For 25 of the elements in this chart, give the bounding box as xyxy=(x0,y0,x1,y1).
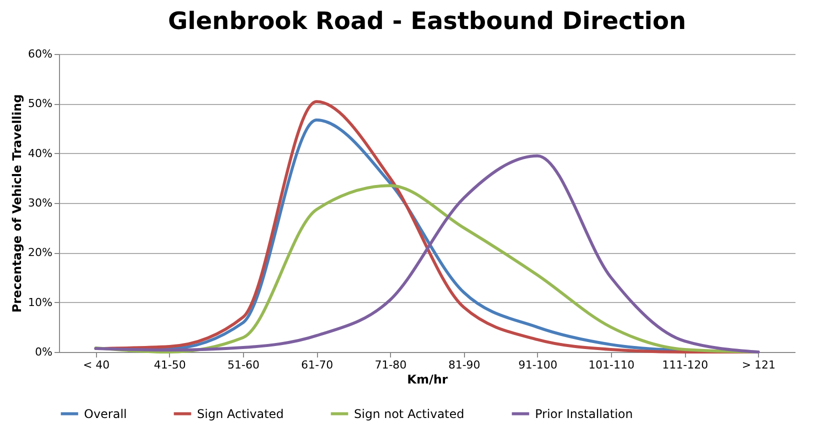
x-tick-label: 41-50 xyxy=(154,358,186,372)
y-tick-label: 10% xyxy=(28,296,52,309)
y-tick-label: 50% xyxy=(28,97,52,110)
x-tick-label: 111-120 xyxy=(662,358,708,372)
x-tick-label: 51-60 xyxy=(228,358,260,372)
legend-label: Sign not Activated xyxy=(354,406,464,421)
x-tick-label: 91-100 xyxy=(518,358,558,372)
y-tick-label: 40% xyxy=(28,146,52,160)
x-tick-label: 101-110 xyxy=(588,358,634,372)
line-series xyxy=(94,154,760,354)
legend-label: Overall xyxy=(84,406,127,421)
x-tick-label: > 121 xyxy=(742,358,776,372)
legend-label: Prior Installation xyxy=(535,406,633,421)
x-tick-label: 71-80 xyxy=(374,358,407,372)
y-axis-title: Precentage of Vehicle Travelling xyxy=(10,94,24,313)
chart-title: Glenbrook Road - Eastbound Direction xyxy=(168,7,686,35)
x-axis-title: Km/hr xyxy=(407,372,448,386)
x-tick-label: < 40 xyxy=(82,358,110,372)
y-tick-label: 60% xyxy=(28,48,52,60)
y-tick-label: 20% xyxy=(28,246,52,260)
y-tick-label: 30% xyxy=(28,196,52,210)
y-tick-label: 0% xyxy=(35,346,52,358)
legend-label: Sign Activated xyxy=(197,406,284,421)
x-tick-label: 61-70 xyxy=(301,358,334,372)
x-tick-label: 81-90 xyxy=(448,358,480,372)
